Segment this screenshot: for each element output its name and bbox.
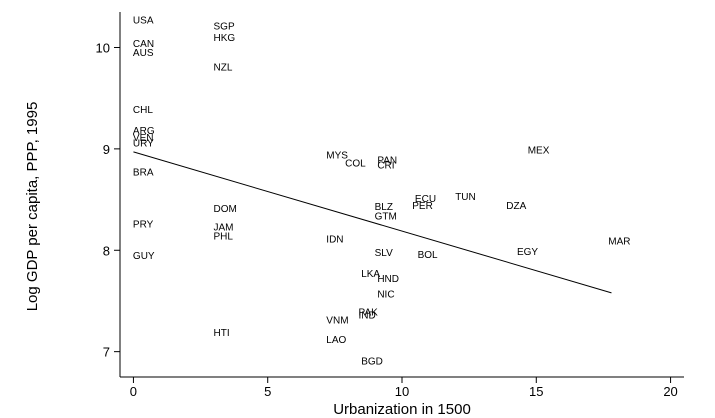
point-label-hkg: HKG (214, 33, 236, 44)
point-label-aus: AUS (133, 48, 154, 59)
y-axis-title: Log GDP per capita, PPP, 1995 (24, 102, 41, 312)
point-label-gtm: GTM (375, 211, 397, 222)
point-label-cri: CRI (377, 161, 394, 172)
fitted-regression-line (133, 151, 612, 294)
point-label-lao: LAO (326, 335, 346, 346)
point-label-idn: IDN (326, 235, 343, 246)
point-label-usa: USA (133, 16, 154, 27)
x-ticks: 0 5 10 15 20 (130, 377, 678, 399)
point-label-jam: JAM (214, 222, 234, 233)
point-label-mys: MYS (326, 150, 348, 161)
point-label-ind: IND (359, 311, 376, 322)
x-tick-label: 20 (663, 384, 677, 399)
point-label-dom: DOM (214, 204, 237, 215)
point-label-chl: CHL (133, 105, 153, 116)
point-label-egy: EGY (517, 247, 538, 258)
y-tick-label: 10 (96, 40, 110, 55)
point-label-bol: BOL (418, 250, 438, 261)
point-label-per: PER (412, 201, 433, 212)
point-label-dza: DZA (506, 201, 526, 212)
point-label-guy: GUY (133, 251, 155, 262)
x-axis-title: Urbanization in 1500 (333, 401, 471, 418)
point-label-nic: NIC (377, 289, 394, 300)
point-label-ven: VEN (133, 133, 154, 144)
point-label-pry: PRY (133, 219, 154, 230)
point-label-mar: MAR (608, 237, 630, 248)
y-tick-label: 8 (103, 243, 110, 258)
x-tick-label: 0 (130, 384, 137, 399)
point-label-slv: SLV (375, 248, 393, 259)
point-label-hti: HTI (214, 328, 230, 339)
point-label-ury: URY (133, 138, 154, 149)
point-label-arg: ARG (133, 126, 155, 137)
point-label-hnd: HND (377, 274, 399, 285)
x-tick-label: 10 (395, 384, 409, 399)
point-label-pan: PAN (377, 156, 397, 167)
point-label-lka: LKA (361, 269, 380, 280)
point-label-bgd: BGD (361, 356, 383, 367)
point-label-blz: BLZ (375, 202, 393, 213)
x-tick-label: 15 (529, 384, 543, 399)
axes (119, 12, 684, 378)
x-tick-label: 5 (264, 384, 271, 399)
point-label-pak: PAK (359, 308, 379, 319)
y-ticks: 7 8 9 10 (96, 40, 120, 360)
point-label-bra: BRA (133, 168, 154, 179)
point-label-nzl: NZL (214, 62, 233, 73)
y-tick-label: 7 (103, 345, 110, 360)
point-label-mex: MEX (528, 145, 550, 156)
point-label-tun: TUN (455, 192, 476, 203)
y-tick-label: 9 (103, 142, 110, 157)
point-label-vnm: VNM (326, 316, 348, 327)
point-label-phl: PHL (214, 232, 234, 243)
point-label-sgp: SGP (214, 22, 235, 33)
point-label-can: CAN (133, 39, 154, 50)
point-label-col: COL (345, 159, 366, 170)
point-label-ecu: ECU (415, 194, 436, 205)
